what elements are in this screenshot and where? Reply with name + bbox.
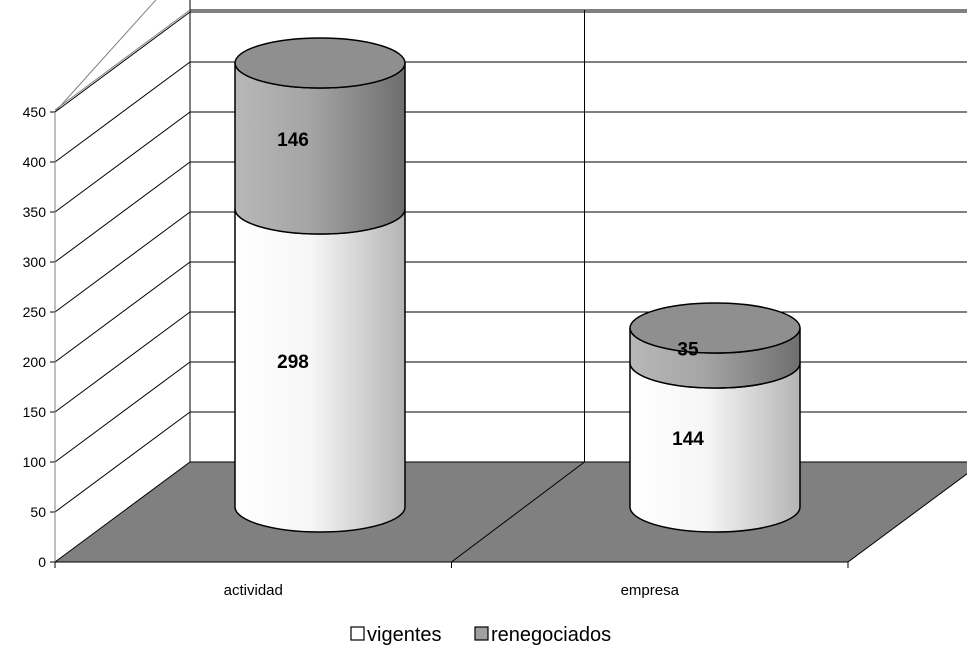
gridline-side <box>55 312 190 412</box>
data-label-renegociados-empresa: 35 <box>677 340 699 361</box>
gridlines <box>55 10 967 512</box>
bar-top-actividad <box>235 38 405 88</box>
legend-label-vigentes: vigentes <box>367 624 442 645</box>
gridline-side <box>55 12 190 112</box>
gridline-side <box>55 162 190 262</box>
floor <box>55 462 967 562</box>
gridline-side <box>55 362 190 462</box>
category-axis: actividad empresa <box>55 562 848 599</box>
y-tick-label: 250 <box>23 304 47 320</box>
y-tick-label: 400 <box>23 154 47 170</box>
legend-label-renegociados: renegociados <box>491 624 611 645</box>
y-tick-label: 300 <box>23 254 47 270</box>
category-label: empresa <box>621 582 680 599</box>
data-label-renegociados-actividad: 146 <box>277 130 309 151</box>
value-axis: 0 50 100 150 200 250 300 350 400 450 <box>23 104 55 570</box>
y-tick-label: 450 <box>23 104 47 120</box>
gridline-side-top <box>55 10 190 110</box>
bar-top-empresa <box>630 303 800 353</box>
y-tick-label: 50 <box>30 504 46 520</box>
y-tick-label: 200 <box>23 354 47 370</box>
data-label-vigentes-actividad: 298 <box>277 352 309 373</box>
legend-swatch-renegociados <box>475 627 488 640</box>
gridline-side <box>55 112 190 212</box>
legend-swatch-vigentes <box>351 627 364 640</box>
y-tick-label: 0 <box>38 554 46 570</box>
legend: vigentes renegociados <box>351 624 611 645</box>
gridline-side <box>55 62 190 162</box>
gridline-side <box>55 262 190 362</box>
y-tick-label: 100 <box>23 454 47 470</box>
bar-vigentes-actividad <box>235 209 405 532</box>
category-label: actividad <box>224 582 283 599</box>
data-label-vigentes-empresa: 144 <box>672 429 704 450</box>
gridline-side <box>55 212 190 312</box>
y-tick-label: 150 <box>23 404 47 420</box>
chart-walls <box>55 0 967 562</box>
y-tick-label: 350 <box>23 204 47 220</box>
